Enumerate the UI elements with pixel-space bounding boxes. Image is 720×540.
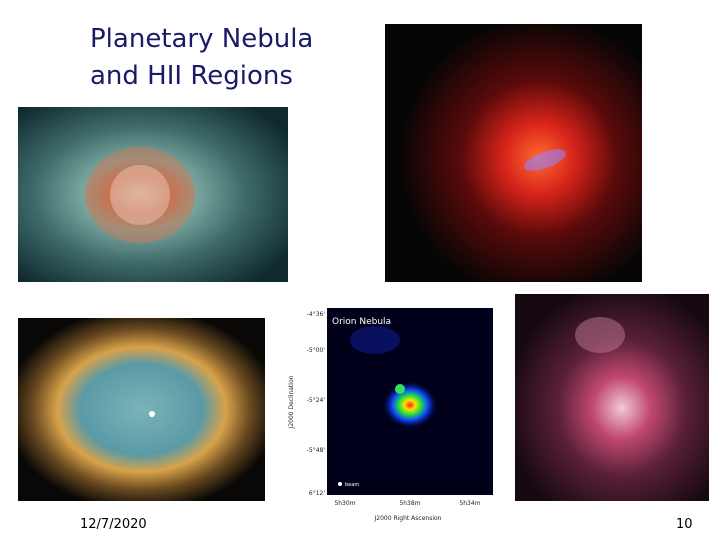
footer-date: 12/7/2020 [80, 517, 147, 532]
title-line: and HII Regions [90, 61, 293, 91]
y-tick-label: -5°24' [307, 397, 326, 404]
map-legend: beam [345, 482, 359, 488]
y-tick-label: -4°36' [307, 311, 326, 318]
hii-region-image [385, 24, 642, 282]
x-tick-label: 5h34m [459, 500, 480, 507]
orion-image [515, 294, 709, 501]
y-tick-label: 6°12' [309, 490, 325, 497]
y-tick-label: -5°48' [307, 447, 326, 454]
x-tick-label: 5h30m [334, 500, 355, 507]
map-title: Orion Nebula [332, 317, 391, 327]
ring-nebula-image [18, 318, 265, 501]
cats-eye-image [18, 107, 288, 282]
x-tick-label: 5h38m [399, 500, 420, 507]
x-axis-label: J2000 Right Ascension [374, 515, 442, 522]
y-axis-label: J2000 Declination [288, 375, 295, 429]
y-tick-label: -5°00' [307, 347, 326, 354]
radio-map: Orion Nebula beam -4°36' -5°00' -5°24' -… [288, 308, 493, 522]
page-number: 10 [676, 517, 693, 532]
title-line: Planetary Nebula [90, 24, 313, 54]
